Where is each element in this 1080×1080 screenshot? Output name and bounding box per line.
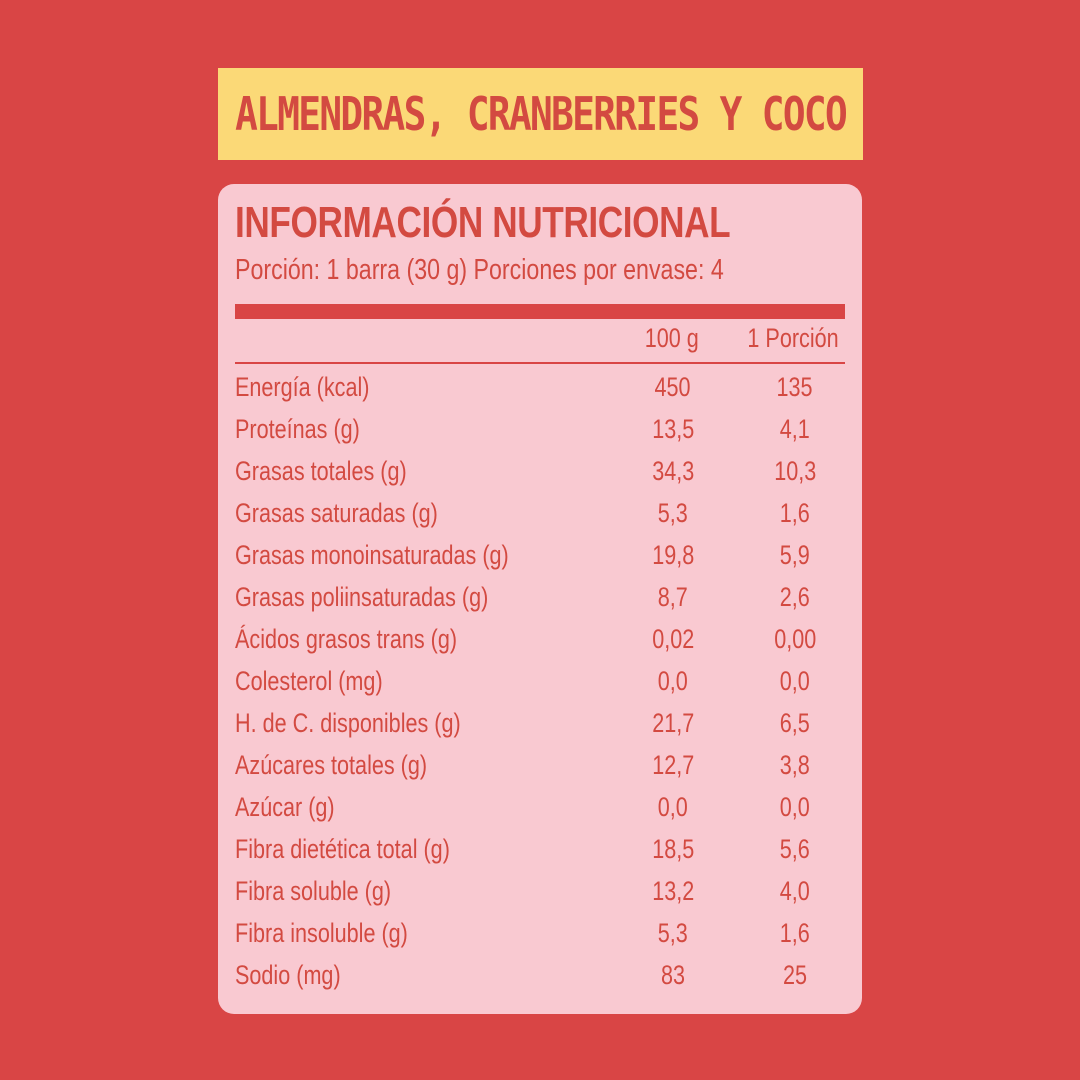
- value-per-100g: 0,0: [657, 792, 689, 822]
- value-per-portion: 6,5: [779, 708, 811, 738]
- nutrient-row: Azúcares totales (g) 12,7 3,8: [218, 750, 862, 792]
- value-per-100g: 19,8: [651, 540, 695, 570]
- nutrient-row: Sodio (mg) 83 25: [218, 960, 862, 1002]
- value-per-portion: 5,9: [779, 540, 811, 570]
- thin-divider: [235, 362, 845, 364]
- nutrient-row: Fibra dietética total (g) 18,5 5,6: [218, 834, 862, 876]
- value-per-100g: 5,3: [657, 918, 689, 948]
- value-per-100g: 0,0: [657, 666, 689, 696]
- nutrient-row: Grasas monoinsaturadas (g) 19,8 5,9: [218, 540, 862, 582]
- value-per-portion: 135: [776, 372, 814, 402]
- value-per-portion: 0,0: [779, 792, 811, 822]
- value-per-portion: 2,6: [779, 582, 811, 612]
- nutrient-row: Energía (kcal) 450 135: [218, 372, 862, 414]
- thick-divider: [235, 304, 845, 319]
- nutrient-name: Energía (kcal): [235, 372, 370, 402]
- value-per-100g: 8,7: [657, 582, 689, 612]
- nutrient-name: H. de C. disponibles (g): [235, 708, 461, 738]
- nutrient-row: Grasas poliinsaturadas (g) 8,7 2,6: [218, 582, 862, 624]
- value-per-100g: 83: [660, 960, 686, 990]
- nutrition-heading: INFORMACIÓN NUTRICIONAL: [235, 198, 731, 247]
- nutrient-name: Ácidos grasos trans (g): [235, 624, 458, 654]
- nutrient-row: H. de C. disponibles (g) 21,7 6,5: [218, 708, 862, 750]
- nutrient-name: Azúcar (g): [235, 792, 335, 822]
- value-per-100g: 12,7: [651, 750, 695, 780]
- value-per-100g: 18,5: [651, 834, 695, 864]
- value-per-portion: 0,00: [773, 624, 817, 654]
- value-per-100g: 21,7: [651, 708, 695, 738]
- value-per-100g: 13,2: [651, 876, 695, 906]
- nutrient-name: Fibra soluble (g): [235, 876, 392, 906]
- value-per-portion: 5,6: [779, 834, 811, 864]
- serving-info: Porción: 1 barra (30 g) Porciones por en…: [235, 254, 724, 286]
- nutrient-name: Grasas totales (g): [235, 456, 407, 486]
- column-header-portion: 1 Porción: [747, 323, 839, 353]
- value-per-portion: 1,6: [779, 918, 811, 948]
- nutrient-name: Colesterol (mg): [235, 666, 383, 696]
- nutrient-name: Grasas poliinsaturadas (g): [235, 582, 489, 612]
- nutrient-name: Sodio (mg): [235, 960, 341, 990]
- nutrient-row: Colesterol (mg) 0,0 0,0: [218, 666, 862, 708]
- value-per-portion: 0,0: [779, 666, 811, 696]
- value-per-portion: 4,0: [779, 876, 811, 906]
- nutrient-table: Energía (kcal) 450 135 Proteínas (g) 13,5 4,1…: [218, 372, 862, 1002]
- nutrient-row: Fibra soluble (g) 13,2 4,0: [218, 876, 862, 918]
- nutrient-row: Ácidos grasos trans (g) 0,02 0,00: [218, 624, 862, 666]
- nutrient-row: Grasas saturadas (g) 5,3 1,6: [218, 498, 862, 540]
- nutrient-row: Fibra insoluble (g) 5,3 1,6: [218, 918, 862, 960]
- value-per-100g: 450: [654, 372, 692, 402]
- column-header-100g: 100 g: [644, 323, 700, 353]
- nutrient-row: Azúcar (g) 0,0 0,0: [218, 792, 862, 834]
- nutrition-facts-card: INFORMACIÓN NUTRICIONAL Porción: 1 barra…: [218, 184, 862, 1014]
- nutrient-name: Fibra insoluble (g): [235, 918, 408, 948]
- value-per-portion: 3,8: [779, 750, 811, 780]
- value-per-100g: 5,3: [657, 498, 689, 528]
- value-per-portion: 4,1: [779, 414, 811, 444]
- value-per-portion: 10,3: [773, 456, 817, 486]
- nutrient-name: Grasas saturadas (g): [235, 498, 438, 528]
- value-per-100g: 0,02: [651, 624, 695, 654]
- product-banner: ALMENDRAS, CRANBERRIES Y COCO: [218, 68, 863, 160]
- nutrient-row: Proteínas (g) 13,5 4,1: [218, 414, 862, 456]
- nutrient-name: Grasas monoinsaturadas (g): [235, 540, 509, 570]
- value-per-portion: 1,6: [779, 498, 811, 528]
- value-per-portion: 25: [782, 960, 808, 990]
- nutrient-row: Grasas totales (g) 34,3 10,3: [218, 456, 862, 498]
- nutrient-name: Fibra dietética total (g): [235, 834, 450, 864]
- nutrient-name: Proteínas (g): [235, 414, 360, 444]
- value-per-100g: 13,5: [651, 414, 695, 444]
- value-per-100g: 34,3: [651, 456, 695, 486]
- product-title: ALMENDRAS, CRANBERRIES Y COCO: [235, 87, 848, 141]
- nutrient-name: Azúcares totales (g): [235, 750, 428, 780]
